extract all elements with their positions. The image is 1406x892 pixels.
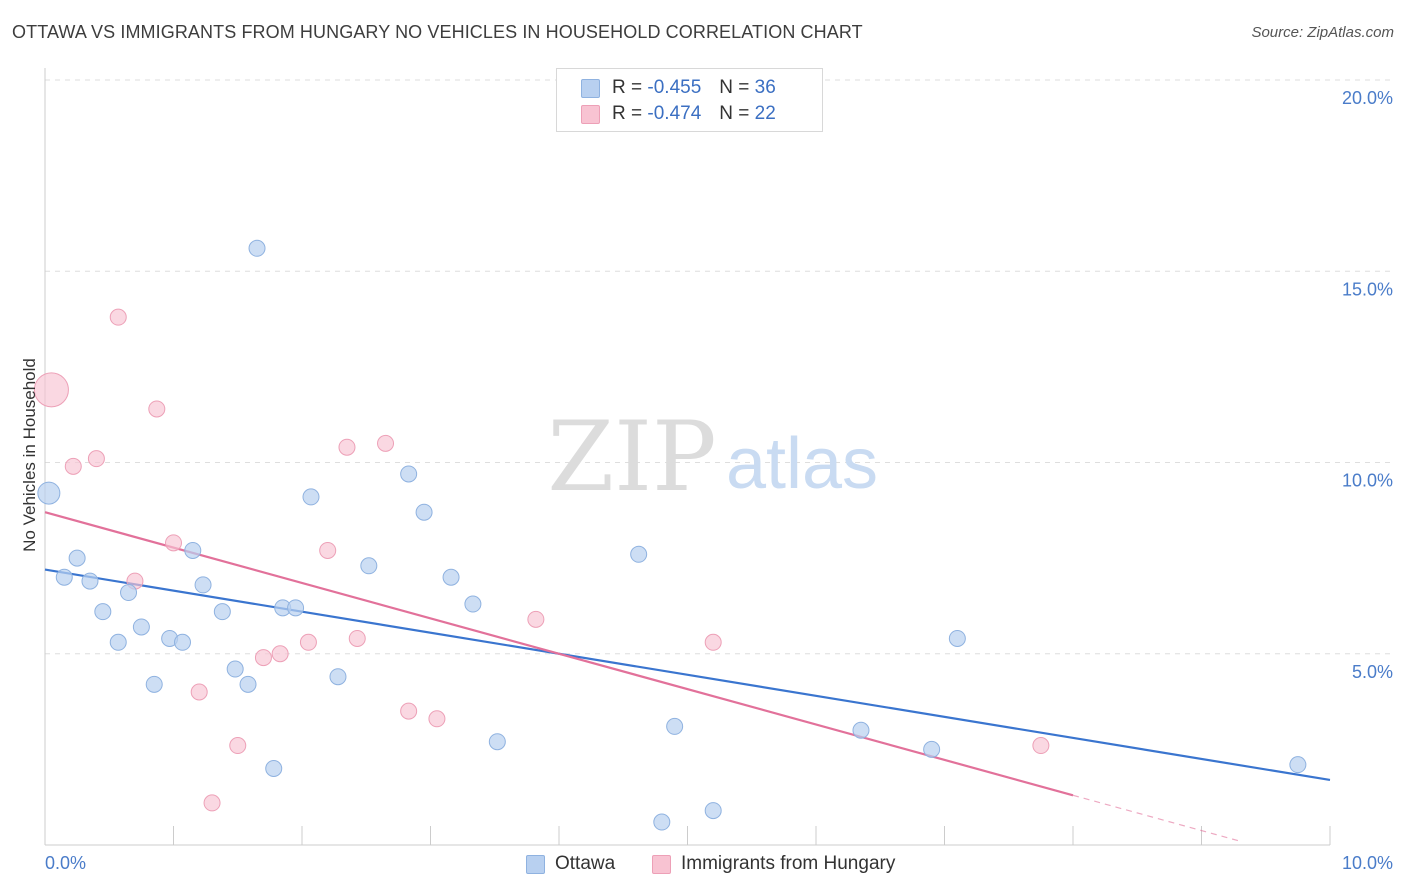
x-tick-label: 10.0% [1342, 853, 1393, 873]
stats-legend: R = -0.455 N = 36 R = -0.474 N = 22 [556, 68, 823, 132]
ottawa-point [630, 545, 648, 563]
ottawa-point [442, 568, 460, 586]
ottawa-point [81, 572, 99, 590]
ottawa-point [94, 603, 112, 621]
hungary-point [1032, 737, 1050, 755]
legend-n-value: 36 [754, 77, 776, 98]
ottawa-point [704, 802, 722, 820]
ottawa-point [109, 633, 127, 651]
legend-r-value: -0.455 [647, 77, 702, 98]
hungary-point [87, 450, 105, 468]
y-tick-label: 5.0% [1352, 662, 1393, 682]
legend-n-label: N = [719, 103, 750, 124]
series-legend-ottawa: Ottawa [526, 852, 615, 876]
ottawa-point [923, 740, 941, 758]
hungary-point [203, 794, 221, 812]
legend-r-label: R = [612, 77, 643, 98]
ottawa-point [248, 239, 266, 257]
hungary-point [704, 633, 722, 651]
hungary-point [527, 610, 545, 628]
watermark-atlas: atlas [726, 424, 878, 504]
ottawa-point [173, 633, 191, 651]
y-tick-label: 10.0% [1342, 471, 1393, 491]
x-tick-label: 0.0% [45, 853, 86, 873]
ottawa-point [415, 503, 433, 521]
ottawa-point [360, 557, 378, 575]
legend-row-hungary: R = -0.474 N = 22 [581, 102, 776, 126]
ottawa-point [666, 717, 684, 735]
series-legend-hungary: Immigrants from Hungary [652, 852, 895, 876]
hungary-legend-label: Immigrants from Hungary [681, 853, 896, 874]
ottawa-point [265, 760, 283, 777]
ottawa-point [852, 721, 870, 739]
legend-r-value: -0.474 [647, 103, 702, 124]
ottawa-point [132, 618, 150, 636]
ottawa-point [37, 481, 61, 505]
ottawa-point [55, 568, 73, 586]
ottawa-legend-label: Ottawa [555, 853, 616, 874]
source-label: Source: ZipAtlas.com [1251, 24, 1394, 41]
ottawa-swatch [581, 78, 600, 98]
hungary-trend-line [44, 511, 1074, 797]
hungary-point [109, 308, 127, 326]
hungary-point [254, 649, 272, 667]
ottawa-point [302, 488, 320, 506]
ottawa-point [145, 675, 163, 693]
ottawa-point [329, 668, 347, 686]
ottawa-point [653, 813, 671, 831]
ottawa-trend-line [44, 568, 1331, 782]
ottawa-point [213, 603, 231, 621]
hungary-legend-swatch [652, 854, 671, 874]
watermark-zip: ZIP [547, 401, 716, 513]
legend-n-label: N = [719, 77, 750, 98]
hungary-swatch [581, 104, 600, 124]
hungary-point [319, 541, 337, 559]
hungary-point [190, 683, 208, 701]
ottawa-point [287, 599, 305, 617]
hungary-point [229, 737, 247, 755]
y-axis-label: No Vehicles in Household [20, 358, 39, 552]
ottawa-point [120, 584, 138, 602]
y-tick-label: 15.0% [1342, 279, 1393, 299]
ottawa-point [226, 660, 244, 678]
ottawa-legend-swatch [526, 854, 545, 874]
ottawa-point [194, 576, 212, 594]
hungary-point [33, 372, 69, 408]
hungary-point [348, 629, 366, 647]
legend-n-value: 22 [754, 103, 776, 124]
hungary-point [299, 633, 317, 651]
hungary-point [271, 645, 289, 663]
hungary-trend-extension [1072, 794, 1241, 842]
hungary-point [338, 438, 356, 456]
ottawa-point [68, 549, 86, 567]
ottawa-point [239, 675, 257, 693]
hungary-point [64, 457, 82, 475]
ottawa-point [184, 541, 202, 559]
ottawa-point [464, 595, 482, 613]
legend-row-ottawa: R = -0.455 N = 36 [581, 76, 776, 100]
hungary-point [377, 434, 395, 452]
ottawa-point [1289, 756, 1307, 774]
ottawa-point [400, 465, 418, 483]
chart-title: OTTAWA VS IMMIGRANTS FROM HUNGARY NO VEH… [12, 22, 863, 42]
hungary-point [428, 710, 446, 728]
y-tick-label: 20.0% [1342, 88, 1393, 108]
hungary-point [165, 534, 182, 552]
hungary-point [148, 400, 166, 418]
ottawa-point [948, 629, 966, 647]
hungary-point [400, 702, 418, 720]
ottawa-point [488, 733, 506, 751]
legend-r-label: R = [612, 103, 643, 124]
